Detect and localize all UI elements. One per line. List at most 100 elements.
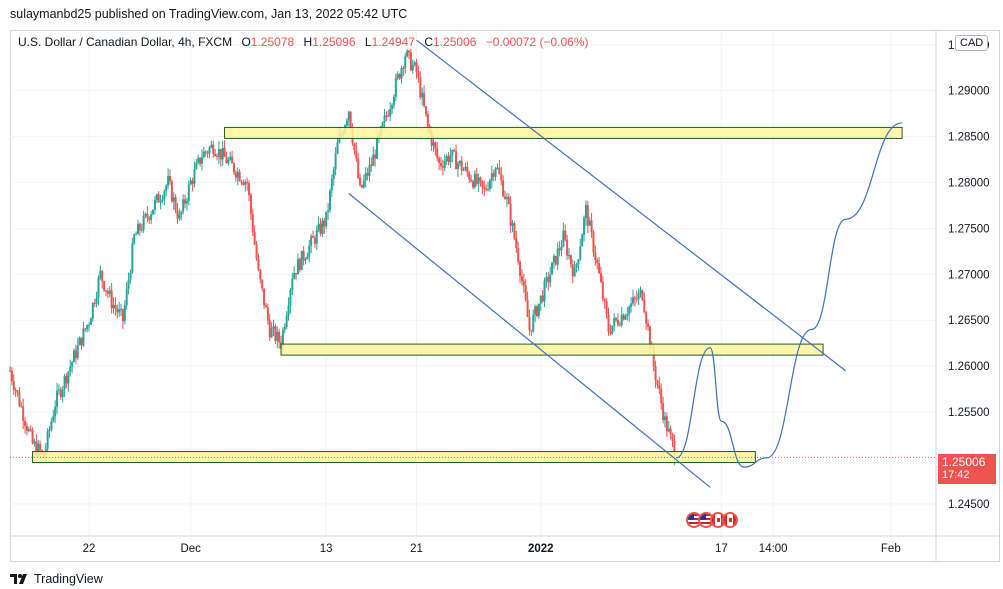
candle-body — [123, 305, 126, 322]
y-tick-label: 1.26500 — [948, 315, 990, 327]
candle-body — [419, 77, 422, 98]
candle-body — [180, 211, 183, 215]
candle-body — [455, 151, 458, 170]
candle-body — [575, 264, 578, 268]
candle-body — [451, 149, 454, 156]
candle-body — [293, 272, 296, 279]
x-tick-label: 22 — [83, 543, 96, 555]
x-tick-label: 13 — [320, 543, 333, 555]
candle-body — [57, 389, 60, 391]
candle-body — [402, 67, 405, 69]
candle-body — [170, 181, 173, 202]
candle-body — [323, 220, 326, 227]
candle-body — [492, 173, 495, 177]
candle-body — [503, 196, 506, 199]
candle-body — [248, 183, 251, 195]
candle-body — [449, 155, 452, 162]
y-tick-label: 1.27500 — [948, 223, 990, 235]
candle-body — [78, 337, 81, 346]
candle-body — [263, 288, 266, 306]
economic-events[interactable] — [686, 512, 738, 528]
candle-body — [240, 181, 243, 183]
candle-body — [622, 314, 625, 320]
candle-body — [558, 248, 561, 251]
brand-footer[interactable]: TradingView — [10, 572, 103, 586]
candle-body — [12, 381, 15, 390]
candle-body — [658, 384, 661, 390]
candle-body — [95, 297, 98, 304]
currency-badge[interactable]: CAD — [955, 35, 989, 51]
candle-body — [225, 156, 228, 164]
candle-body — [327, 210, 330, 212]
candle-body — [114, 304, 117, 309]
candle-body — [40, 450, 43, 452]
candle-body — [227, 159, 230, 164]
candle-body — [302, 250, 305, 261]
candle-body — [135, 234, 138, 236]
candle-body — [556, 248, 559, 265]
candle-body — [526, 299, 529, 318]
candle-body — [601, 282, 604, 300]
candle-body — [472, 181, 474, 188]
candle-body — [184, 199, 187, 204]
publisher-line: sulaymanbd25 published on TradingView.co… — [10, 7, 408, 21]
x-tick-label: 17 — [715, 543, 728, 555]
candle-body — [669, 428, 672, 435]
candle-body — [249, 194, 252, 214]
candle-body — [502, 180, 505, 197]
candle-body — [84, 328, 87, 330]
candle-body — [152, 209, 155, 215]
candle-body — [315, 230, 318, 244]
candle-body — [97, 278, 100, 298]
candle-body — [200, 157, 203, 164]
candle-body — [554, 255, 557, 265]
candle-body — [479, 177, 482, 181]
candle-body — [374, 154, 377, 159]
candle-body — [513, 223, 516, 239]
candle-body — [204, 151, 207, 153]
candle-body — [421, 92, 424, 98]
candle-body — [408, 50, 411, 53]
candle-body — [588, 220, 591, 226]
candle-body — [436, 148, 439, 158]
candle-body — [404, 56, 407, 69]
candle-body — [360, 184, 363, 188]
candle-body — [389, 108, 392, 116]
last-price-tag: 1.25006 17:42 — [938, 454, 996, 484]
candle-body — [133, 234, 136, 244]
candle-body — [398, 74, 401, 79]
candle-body — [295, 272, 298, 275]
candle-body — [72, 350, 75, 363]
candle-body — [532, 314, 535, 332]
candle-body — [199, 157, 202, 164]
candle-body — [654, 366, 657, 381]
candle-body — [522, 280, 525, 286]
candle-body — [14, 389, 17, 391]
support-resistance-zone — [224, 126, 903, 139]
candle-body — [208, 147, 211, 154]
canada-flag-icon[interactable] — [722, 512, 738, 528]
candle-body — [520, 276, 523, 281]
candle-body — [325, 211, 328, 227]
channel-trendline — [348, 193, 711, 488]
candle-body — [202, 151, 205, 158]
candle-body — [142, 215, 145, 230]
candle-body — [63, 375, 66, 390]
candle-body — [609, 331, 612, 334]
candle-body — [628, 306, 631, 315]
low-value: 1.24947 — [371, 35, 415, 49]
candle-body — [573, 267, 576, 277]
candle-body — [272, 326, 275, 329]
candle-body — [193, 169, 196, 184]
candle-body — [423, 92, 426, 107]
candle-body — [334, 153, 337, 170]
x-tick-label: 14:00 — [759, 543, 788, 555]
candle-body — [163, 191, 166, 200]
candle-body — [571, 264, 574, 277]
candle-body — [129, 272, 132, 280]
candle-body — [313, 237, 316, 244]
candle-body — [310, 236, 313, 246]
candle-body — [317, 223, 320, 231]
candle-body — [187, 184, 190, 201]
